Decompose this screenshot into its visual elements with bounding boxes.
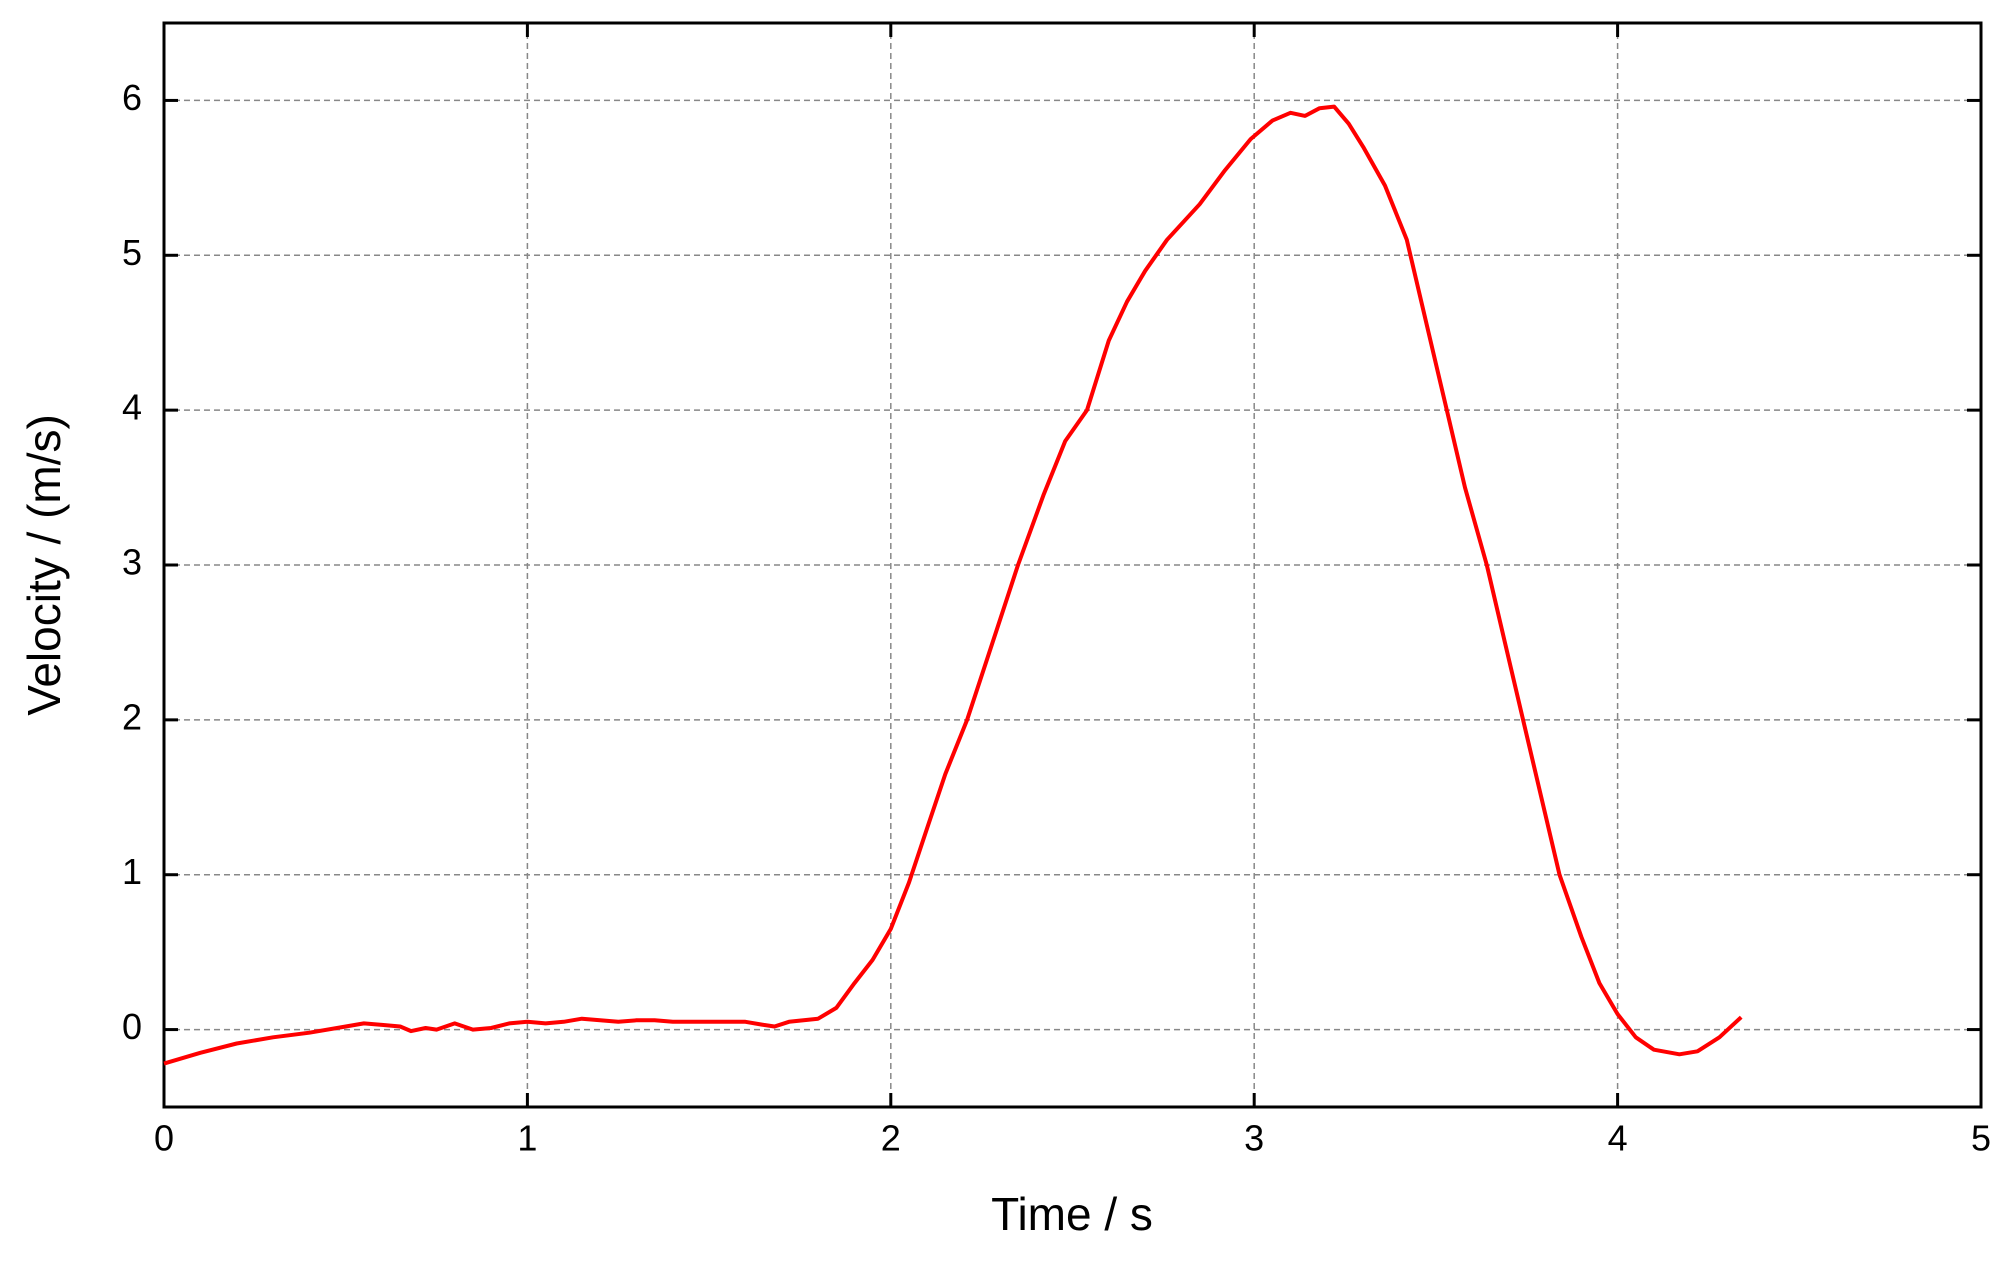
x-tick-label: 2	[881, 1118, 901, 1159]
line-series	[163, 104, 1743, 1066]
y-tick-label: 3	[122, 542, 142, 583]
x-tick-label: 3	[1244, 1118, 1264, 1159]
y-tick-label: 0	[122, 1006, 142, 1047]
x-tick-label: 5	[1971, 1118, 1991, 1159]
x-tick-label: 1	[517, 1118, 537, 1159]
x-tick-label: 4	[1608, 1118, 1628, 1159]
plot-frame	[162, 21, 1983, 1109]
y-tick-label: 4	[122, 387, 142, 428]
y-axis-title: Velocity / (m/s)	[18, 414, 70, 716]
y-tick-label: 2	[122, 696, 142, 737]
x-tick-label: 0	[154, 1118, 174, 1159]
x-axis-title: Time / s	[991, 1188, 1153, 1240]
y-tick-label: 6	[122, 77, 142, 118]
y-tick-label: 5	[122, 232, 142, 273]
y-tick-label: 1	[122, 851, 142, 892]
